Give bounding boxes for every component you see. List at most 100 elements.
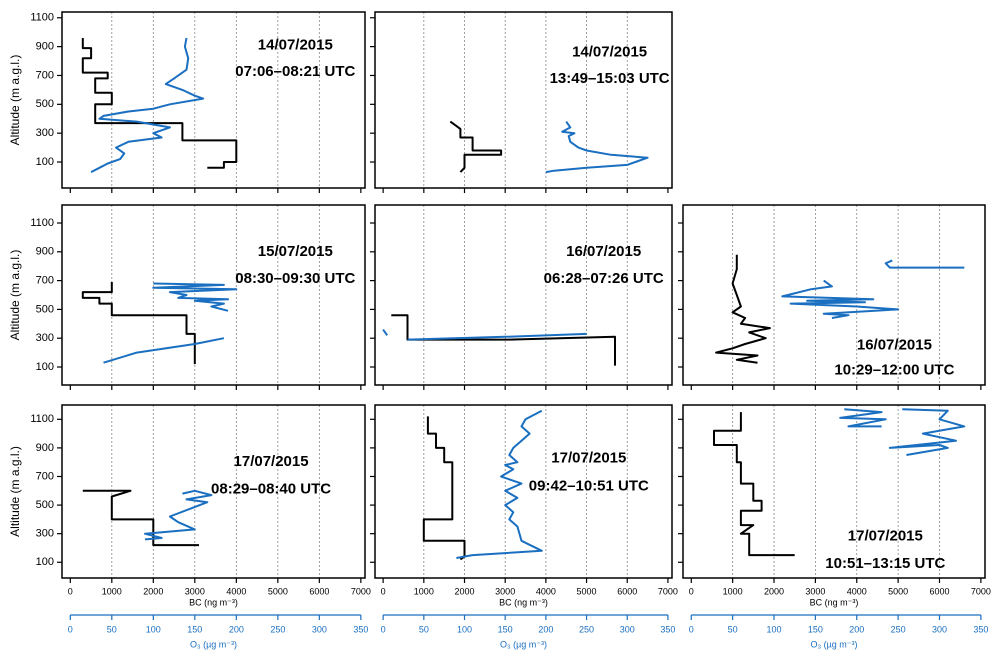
x2-tick-label: 100 [457, 624, 472, 634]
panel-annotation: 16/07/2015 [566, 243, 641, 260]
x-tick-label: 5000 [888, 586, 908, 596]
plot-frame [61, 204, 366, 386]
panel-annotation: 14/07/2015 [258, 36, 333, 53]
y-tick-label: 700 [36, 470, 54, 482]
x2-axis-label: O₃ (µg m⁻³) [500, 639, 547, 649]
x-tick-label: 7000 [971, 586, 991, 596]
y-tick-label: 900 [36, 442, 54, 454]
y-tick-label: 100 [36, 556, 54, 568]
y-axis-label: Altitude (m a.g.l.) [8, 446, 22, 537]
profile-line [81, 282, 196, 365]
profile-line [90, 37, 205, 173]
x-tick-label: 1000 [414, 586, 434, 596]
x-tick-label: 6000 [617, 586, 637, 596]
profile-line [449, 120, 503, 173]
plot-frame [61, 404, 366, 579]
plot-frame [682, 404, 986, 579]
y-tick-label: 500 [36, 499, 54, 511]
profile-line [713, 412, 795, 557]
x-tick-label: 3000 [495, 586, 515, 596]
plot-frame [374, 204, 673, 386]
x-tick-label: 3000 [185, 586, 205, 596]
x-tick-label: 1000 [102, 586, 122, 596]
profile-line [456, 409, 543, 559]
x2-tick-label: 200 [538, 624, 553, 634]
x2-tick-label: 0 [381, 624, 386, 634]
y-axis-label: Altitude (m a.g.l.) [8, 55, 22, 146]
y-tick-label: 1100 [30, 413, 54, 425]
plot-frame [374, 11, 673, 189]
x2-axis-label: O₃ (µg m⁻³) [810, 639, 857, 649]
x2-tick-label: 300 [620, 624, 635, 634]
panel-annotation: 08:29–08:40 UTC [211, 481, 331, 498]
panel-annotation: 10:29–12:00 UTC [834, 362, 954, 379]
x2-tick-label: 150 [187, 624, 202, 634]
y-tick-label: 700 [36, 69, 54, 81]
x-tick-label: 0 [381, 586, 386, 596]
y-tick-label: 500 [36, 303, 54, 315]
x-axis-label: BC (ng m⁻³) [189, 597, 238, 607]
x2-tick-label: 150 [498, 624, 513, 634]
panel-annotation: 16/07/2015 [857, 336, 932, 353]
profile-line [391, 314, 616, 366]
y-tick-label: 300 [36, 528, 54, 540]
y-tick-label: 1100 [30, 217, 54, 229]
x-tick-label: 6000 [929, 586, 949, 596]
profile-line [144, 489, 213, 541]
x2-axis-label: O₃ (µg m⁻³) [190, 639, 237, 649]
x2-tick-label: 50 [728, 624, 738, 634]
x2-tick-label: 250 [891, 624, 906, 634]
x-axis-label: BC (ng m⁻³) [499, 597, 548, 607]
y-tick-label: 300 [36, 127, 54, 139]
x2-tick-label: 0 [68, 624, 73, 634]
x2-tick-label: 300 [932, 624, 947, 634]
x-tick-label: 5000 [577, 586, 597, 596]
x-tick-label: 7000 [351, 586, 371, 596]
x-tick-label: 0 [689, 586, 694, 596]
profile-line [545, 121, 649, 174]
profile-line [715, 254, 771, 364]
profile-line [382, 329, 587, 341]
plot-frame [682, 204, 986, 386]
x-tick-label: 3000 [805, 586, 825, 596]
y-tick-label: 100 [36, 156, 54, 168]
x2-tick-label: 200 [849, 624, 864, 634]
panel-annotation: 09:42–10:51 UTC [529, 477, 649, 494]
plot-frame [61, 11, 366, 189]
panel-annotation: 13:49–15:03 UTC [550, 70, 670, 87]
y-tick-label: 900 [36, 246, 54, 258]
x2-tick-label: 100 [146, 624, 161, 634]
x-axis-label: BC (ng m⁻³) [810, 597, 859, 607]
x2-tick-label: 200 [229, 624, 244, 634]
x-tick-label: 7000 [658, 586, 678, 596]
x2-tick-label: 0 [689, 624, 694, 634]
y-tick-label: 300 [36, 332, 54, 344]
x-tick-label: 4000 [226, 586, 246, 596]
x-tick-label: 2000 [454, 586, 474, 596]
panel-annotation: 14/07/2015 [572, 43, 647, 60]
x2-tick-label: 50 [419, 624, 429, 634]
x-tick-label: 0 [68, 586, 73, 596]
x-tick-label: 5000 [268, 586, 288, 596]
profile-line [781, 259, 965, 319]
x-tick-label: 4000 [847, 586, 867, 596]
panel-annotation: 06:28–07:26 UTC [544, 270, 664, 287]
profile-line [422, 416, 466, 561]
panel-annotation: 17/07/2015 [848, 527, 923, 544]
profile-line [82, 489, 199, 547]
panel-annotation: 17/07/2015 [551, 450, 626, 467]
profile-line [81, 38, 238, 169]
panel-annotation: 07:06–08:21 UTC [235, 63, 355, 80]
x-tick-label: 1000 [723, 586, 743, 596]
x2-tick-label: 150 [808, 624, 823, 634]
panel-annotation: 17/07/2015 [234, 453, 309, 470]
x2-tick-label: 50 [107, 624, 117, 634]
y-axis-label: Altitude (m a.g.l.) [8, 250, 22, 341]
panel-annotation: 15/07/2015 [258, 243, 333, 260]
panel-annotation: 08:30–09:30 UTC [235, 270, 355, 287]
profile-line [103, 282, 238, 364]
profile-line [839, 408, 966, 456]
x-tick-label: 2000 [143, 586, 163, 596]
x-tick-label: 2000 [764, 586, 784, 596]
